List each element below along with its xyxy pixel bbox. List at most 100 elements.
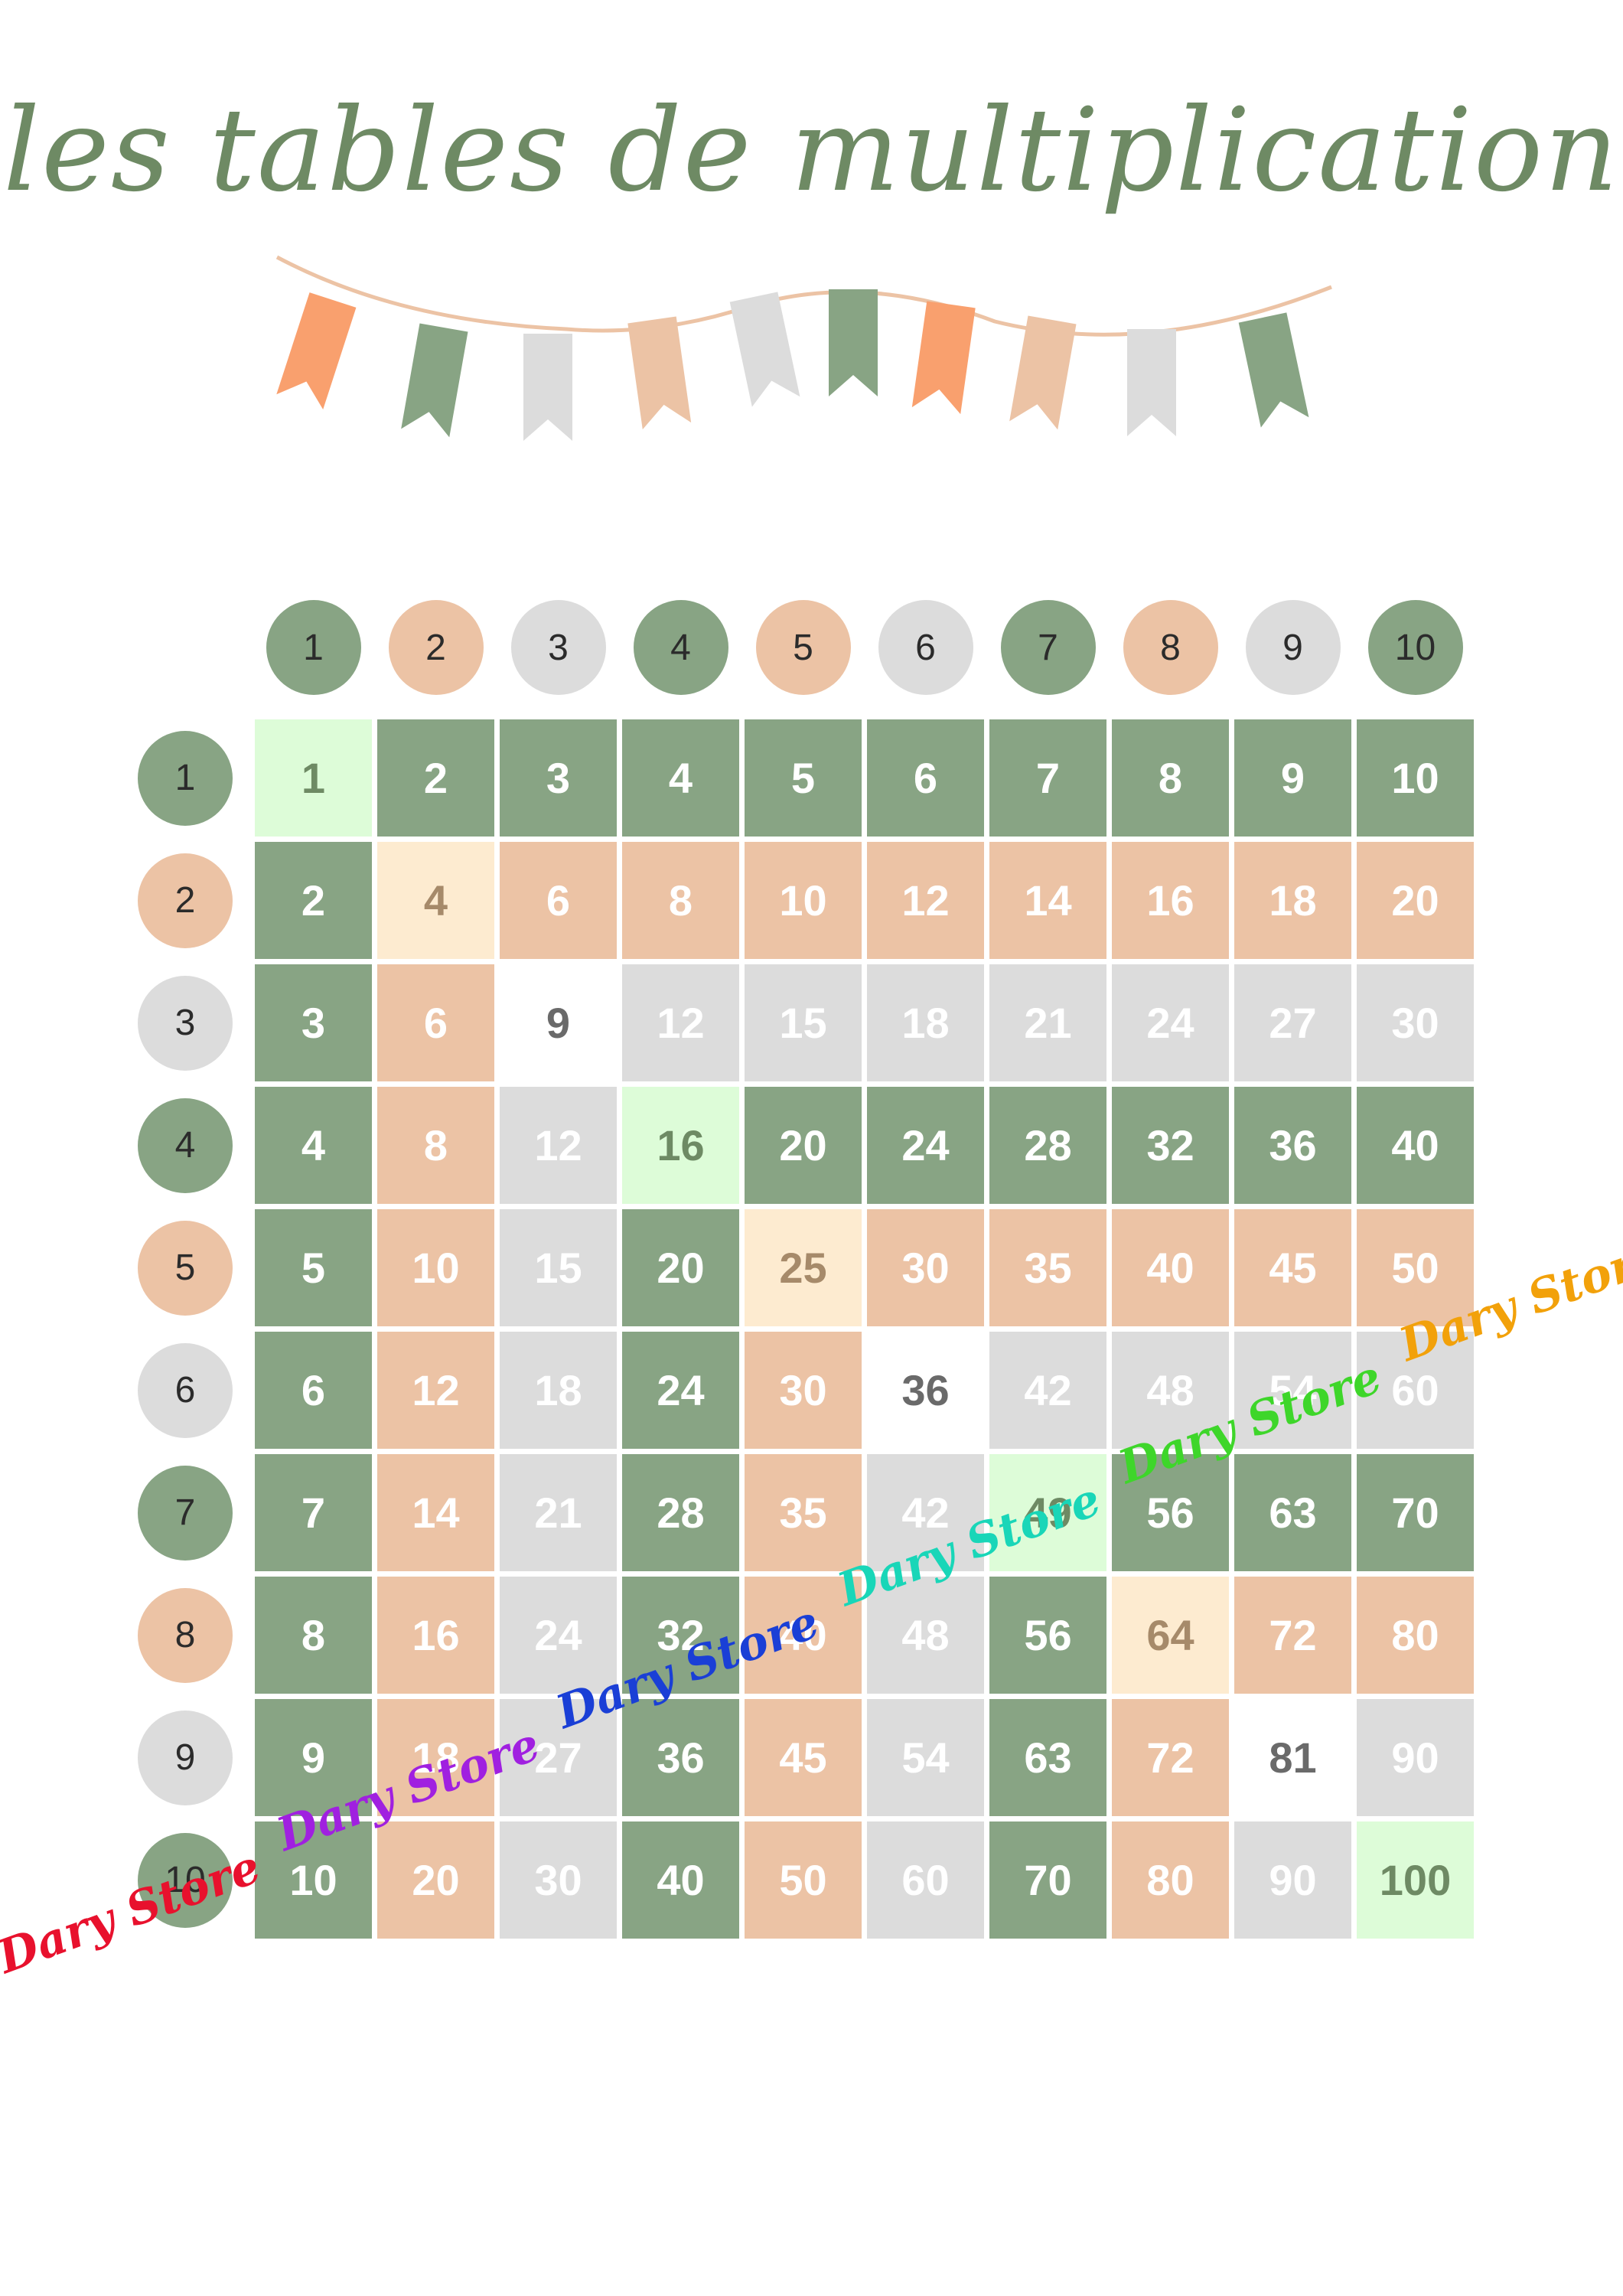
- table-cell: 20: [745, 1087, 862, 1204]
- table-cell: 15: [500, 1209, 617, 1326]
- table-cell: 30: [745, 1332, 862, 1449]
- table-cell: 45: [1234, 1209, 1351, 1326]
- pennant-flag: [911, 301, 976, 415]
- table-cell: 32: [1112, 1087, 1229, 1204]
- table-cell: 24: [500, 1577, 617, 1694]
- bunting-banner: [275, 255, 1332, 441]
- column-header-10: 10: [1367, 600, 1463, 695]
- table-cell: 6: [500, 842, 617, 959]
- table-cell: 56: [989, 1577, 1106, 1694]
- table-cell: 40: [1112, 1209, 1229, 1326]
- table-cell: 20: [1357, 842, 1474, 959]
- table-cell: 4: [622, 719, 739, 837]
- table-cell: 21: [989, 964, 1106, 1081]
- table-cell: 7: [255, 1454, 372, 1571]
- table-cell: 80: [1112, 1821, 1229, 1939]
- row-header-2: 2: [138, 853, 233, 948]
- page-title: les tables de multiplication: [3, 84, 1620, 217]
- table-cell: 28: [622, 1454, 739, 1571]
- column-header-9: 9: [1245, 600, 1341, 695]
- table-cell: 24: [1112, 964, 1229, 1081]
- pennant-flag: [276, 292, 357, 410]
- table-cell: 18: [1234, 842, 1351, 959]
- row-header-9: 9: [138, 1710, 233, 1805]
- table-cell: 60: [867, 1821, 984, 1939]
- row-header-5: 5: [138, 1220, 233, 1316]
- column-header-5: 5: [755, 600, 851, 695]
- table-cell: 60: [1357, 1332, 1474, 1449]
- table-cell: 35: [745, 1454, 862, 1571]
- pennant-flag: [729, 292, 800, 407]
- column-header-7: 7: [1000, 600, 1096, 695]
- table-cell: 14: [377, 1454, 494, 1571]
- pennant-flag: [1127, 329, 1176, 436]
- table-cell: 27: [500, 1699, 617, 1816]
- table-cell: 35: [989, 1209, 1106, 1326]
- column-header-4: 4: [633, 600, 728, 695]
- table-cell: 90: [1234, 1821, 1351, 1939]
- column-header-1: 1: [266, 600, 361, 695]
- table-cell: 5: [745, 719, 862, 837]
- row-header-3: 3: [138, 975, 233, 1071]
- table-cell: 20: [377, 1821, 494, 1939]
- table-cell: 40: [745, 1577, 862, 1694]
- table-cell: 48: [1112, 1332, 1229, 1449]
- table-cell: 90: [1357, 1699, 1474, 1816]
- table-cell: 12: [500, 1087, 617, 1204]
- pennant-flag: [523, 334, 572, 441]
- watermark: Dary Store: [0, 1840, 268, 1985]
- table-cell: 16: [1112, 842, 1229, 959]
- pennant-flag: [627, 316, 692, 430]
- table-cell: 49: [989, 1454, 1106, 1571]
- table-cell: 18: [867, 964, 984, 1081]
- table-cell: 8: [1112, 719, 1229, 837]
- table-cell: 18: [500, 1332, 617, 1449]
- table-cell: 6: [377, 964, 494, 1081]
- table-cell: 64: [1112, 1577, 1229, 1694]
- row-header-4: 4: [138, 1097, 233, 1193]
- table-cell: 48: [867, 1577, 984, 1694]
- table-cell: 6: [867, 719, 984, 837]
- table-cell: 70: [1357, 1454, 1474, 1571]
- table-cell: 4: [255, 1087, 372, 1204]
- table-cell: 72: [1234, 1577, 1351, 1694]
- table-cell: 16: [377, 1577, 494, 1694]
- column-header-8: 8: [1123, 600, 1218, 695]
- table-cell: 9: [500, 964, 617, 1081]
- table-cell: 42: [867, 1454, 984, 1571]
- table-cell: 12: [622, 964, 739, 1081]
- table-cell: 8: [377, 1087, 494, 1204]
- table-cell: 54: [867, 1699, 984, 1816]
- table-cell: 16: [622, 1087, 739, 1204]
- pennant-flag: [1238, 312, 1309, 428]
- table-cell: 14: [989, 842, 1106, 959]
- table-cell: 28: [989, 1087, 1106, 1204]
- table-cell: 63: [989, 1699, 1106, 1816]
- row-header-10: 10: [138, 1832, 233, 1928]
- row-header-7: 7: [138, 1465, 233, 1561]
- table-cell: 30: [867, 1209, 984, 1326]
- table-cell: 70: [989, 1821, 1106, 1939]
- column-header-6: 6: [878, 600, 973, 695]
- table-cell: 12: [867, 842, 984, 959]
- table-cell: 5: [255, 1209, 372, 1326]
- table-cell: 21: [500, 1454, 617, 1571]
- column-header-3: 3: [510, 600, 606, 695]
- table-cell: 50: [1357, 1209, 1474, 1326]
- table-cell: 54: [1234, 1332, 1351, 1449]
- table-cell: 20: [622, 1209, 739, 1326]
- pennant-flag: [829, 289, 878, 396]
- table-cell: 15: [745, 964, 862, 1081]
- table-cell: 10: [377, 1209, 494, 1326]
- table-cell: 30: [1357, 964, 1474, 1081]
- table-cell: 8: [255, 1577, 372, 1694]
- table-cell: 30: [500, 1821, 617, 1939]
- table-cell: 63: [1234, 1454, 1351, 1571]
- table-cell: 100: [1357, 1821, 1474, 1939]
- table-cell: 36: [867, 1332, 984, 1449]
- table-cell: 6: [255, 1332, 372, 1449]
- table-cell: 81: [1234, 1699, 1351, 1816]
- table-cell: 2: [255, 842, 372, 959]
- pennant-flag: [401, 323, 468, 438]
- column-header-2: 2: [388, 600, 484, 695]
